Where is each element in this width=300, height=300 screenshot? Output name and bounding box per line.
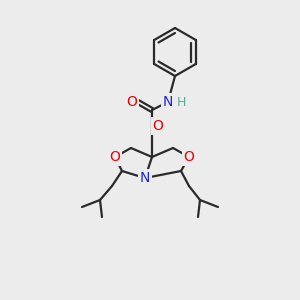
Text: O: O [110, 150, 120, 164]
Text: O: O [127, 95, 137, 109]
Text: H: H [176, 95, 186, 109]
Text: N: N [163, 95, 173, 109]
Text: O: O [153, 119, 164, 133]
Text: O: O [184, 150, 194, 164]
Text: N: N [140, 171, 150, 185]
